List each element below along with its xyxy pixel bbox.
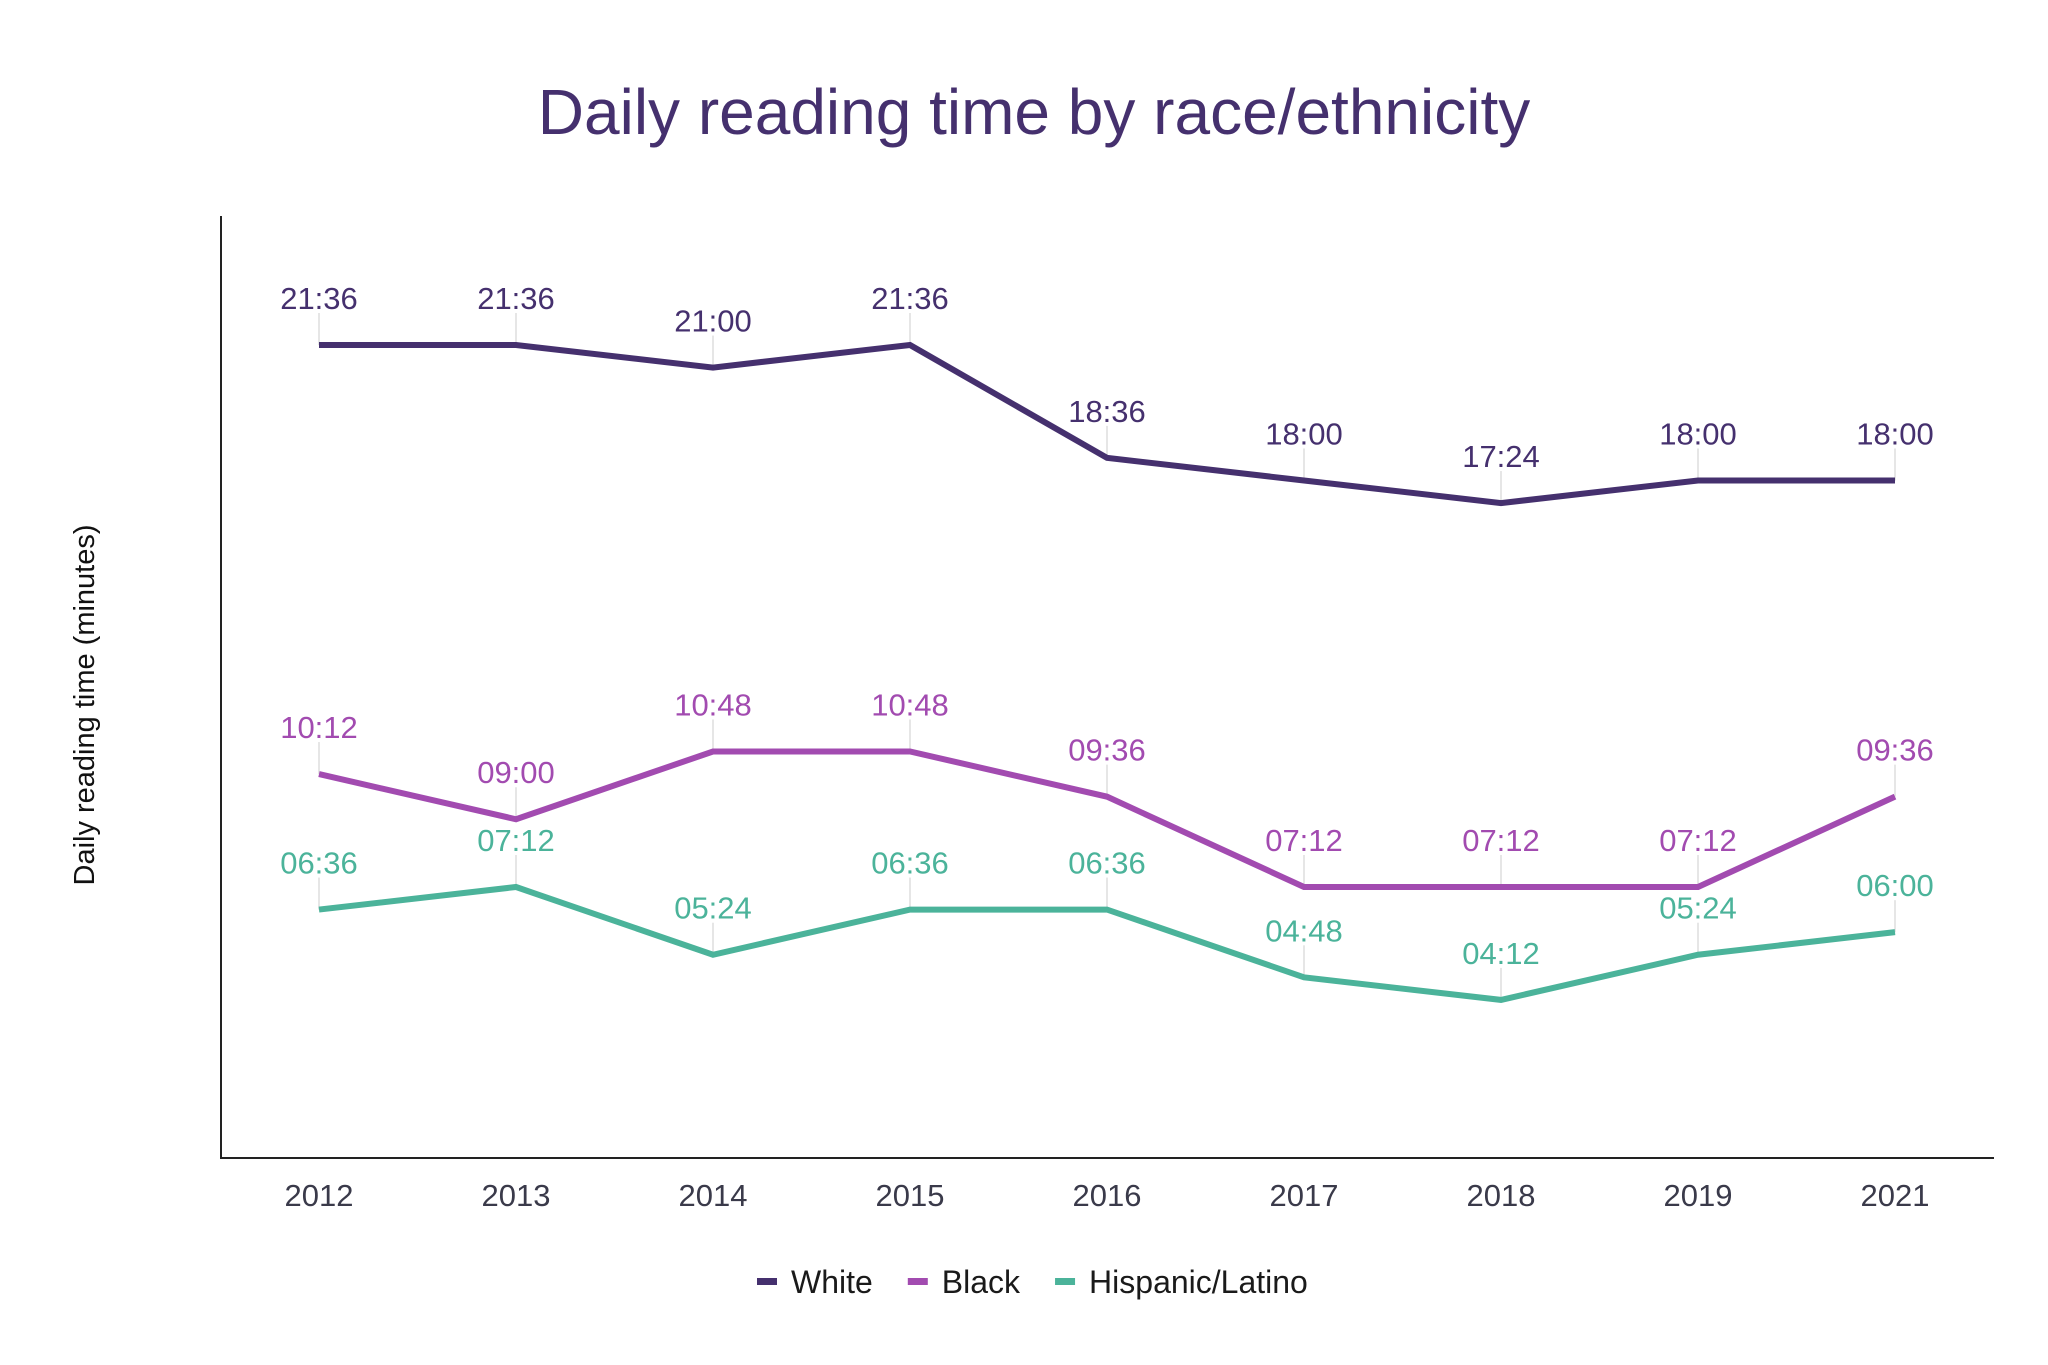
- data-label: 04:12: [1462, 936, 1540, 971]
- data-label: 09:36: [1068, 733, 1146, 768]
- series-line-black: [318, 748, 1897, 890]
- data-label: 06:00: [1856, 868, 1934, 903]
- data-label: 09:36: [1856, 733, 1934, 768]
- legend-swatch: [907, 1278, 928, 1285]
- x-tick-label: 2017: [1270, 1178, 1339, 1213]
- x-tick-label: 2018: [1467, 1178, 1536, 1213]
- legend-item: Black: [907, 1264, 1021, 1300]
- data-label: 10:48: [871, 687, 949, 722]
- legend-label: White: [791, 1264, 873, 1300]
- data-label: 18:00: [1659, 416, 1737, 451]
- data-label: 07:12: [477, 823, 555, 858]
- data-label: 17:24: [1462, 439, 1540, 474]
- chart-title: Daily reading time by race/ethnicity: [538, 76, 1530, 148]
- legend-item: White: [757, 1264, 873, 1300]
- legend-swatch: [757, 1278, 777, 1285]
- series-line-hispanic-latino: [318, 883, 1896, 1003]
- x-tick-label: 2019: [1664, 1178, 1733, 1213]
- series-line-white: [319, 341, 1895, 507]
- legend-swatch: [1055, 1278, 1076, 1285]
- data-label: 05:24: [1659, 891, 1737, 926]
- data-label: 09:00: [477, 755, 555, 790]
- x-tick-label: 2021: [1861, 1178, 1930, 1213]
- data-label: 07:12: [1265, 823, 1343, 858]
- legend-item: Hispanic/Latino: [1055, 1264, 1308, 1300]
- data-label: 06:36: [1068, 846, 1146, 881]
- x-tick-label: 2016: [1073, 1178, 1142, 1213]
- data-label: 05:24: [674, 891, 752, 926]
- x-tick-label: 2013: [482, 1178, 551, 1213]
- data-label: 07:12: [1462, 823, 1540, 858]
- data-label: 18:36: [1068, 394, 1146, 429]
- data-label: 10:48: [674, 687, 752, 722]
- data-label: 18:00: [1265, 416, 1343, 451]
- data-label: 06:36: [871, 846, 949, 881]
- x-tick-label: 2015: [876, 1178, 945, 1213]
- data-label: 21:36: [871, 281, 949, 316]
- data-label: 04:48: [1265, 913, 1343, 948]
- legend-label: Hispanic/Latino: [1089, 1264, 1308, 1300]
- y-axis-label: Daily reading time (minutes): [69, 524, 101, 885]
- x-tick-label: 2014: [679, 1178, 748, 1213]
- data-label: 18:00: [1856, 416, 1934, 451]
- data-label: 10:12: [280, 710, 358, 745]
- data-label: 21:36: [280, 281, 358, 316]
- data-label: 06:36: [280, 846, 358, 881]
- legend-label: Black: [942, 1264, 1021, 1300]
- x-tick-label: 2012: [285, 1178, 354, 1213]
- data-label: 07:12: [1659, 823, 1737, 858]
- data-label: 21:00: [674, 304, 752, 339]
- data-label: 21:36: [477, 281, 555, 316]
